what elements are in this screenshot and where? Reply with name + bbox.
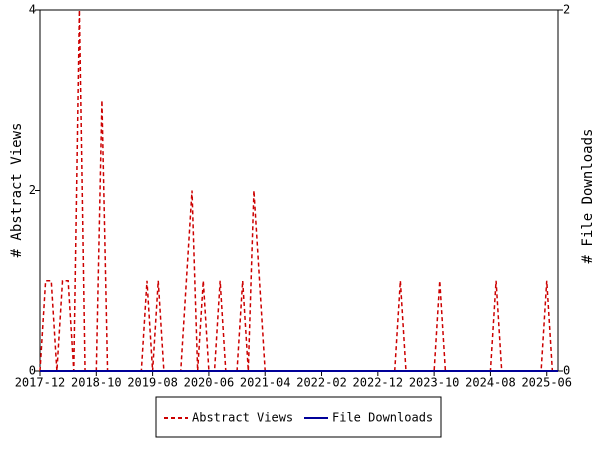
legend-label: File Downloads <box>332 411 433 425</box>
x-tick-label: 2022-02 <box>296 376 347 390</box>
y2-tick-label: 0 <box>563 364 570 378</box>
y2-tick-label: 2 <box>563 3 570 17</box>
legend <box>155 396 442 438</box>
legend-label: Abstract Views <box>192 411 293 425</box>
x-tick-label: 2020-06 <box>184 376 235 390</box>
y-tick-label: 4 <box>29 3 36 17</box>
x-tick-label: 2025-06 <box>521 376 572 390</box>
x-tick-label: 2021-04 <box>240 376 291 390</box>
plot-frame <box>39 9 559 372</box>
x-tick-label: 2017-12 <box>15 376 66 390</box>
y-tick-label: 0 <box>29 364 36 378</box>
x-tick-label: 2024-08 <box>465 376 516 390</box>
x-tick-label: 2019-08 <box>127 376 178 390</box>
y-axis-label: # Abstract Views <box>9 123 25 258</box>
y2-axis-label: # File Downloads <box>580 129 596 264</box>
series-line <box>39 9 558 372</box>
y-tick-label: 2 <box>29 183 36 197</box>
x-tick-label: 2022-12 <box>353 376 404 390</box>
x-tick-label: 2018-10 <box>71 376 122 390</box>
x-tick-label: 2023-10 <box>409 376 460 390</box>
